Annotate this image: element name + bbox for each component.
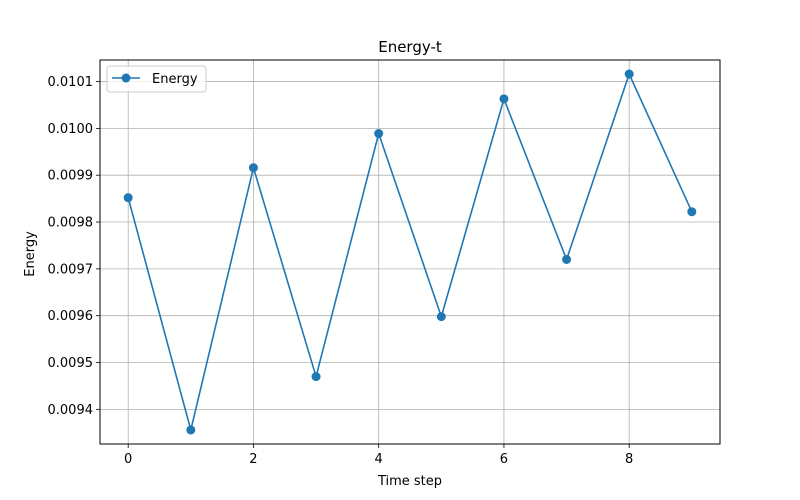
y-tick-label: 0.0100 xyxy=(48,122,94,137)
data-point xyxy=(311,372,321,382)
legend-label: Energy xyxy=(152,72,198,87)
x-tick-label: 4 xyxy=(375,452,383,467)
data-point xyxy=(562,254,572,264)
x-tick-label: 0 xyxy=(124,452,132,467)
y-tick-label: 0.0095 xyxy=(48,356,94,371)
data-point xyxy=(374,129,384,139)
data-point xyxy=(123,193,133,203)
chart-title: Energy-t xyxy=(378,38,442,56)
y-axis-label: Energy xyxy=(23,231,38,277)
ticks: 0 2 4 6 8 0.0094 0.0095 0.0096 0.0097 0.0098 0.009… xyxy=(48,75,634,467)
data-point xyxy=(186,425,196,435)
series-line-energy xyxy=(127,73,693,431)
y-tick-label: 0.0096 xyxy=(48,309,94,324)
x-tick-label: 6 xyxy=(500,452,508,467)
series-layer xyxy=(123,69,697,435)
legend-box xyxy=(106,65,207,93)
data-point xyxy=(499,94,509,104)
y-tick-label: 0.0094 xyxy=(48,403,94,418)
data-point xyxy=(687,207,697,217)
x-tick-label: 8 xyxy=(625,452,633,467)
plot-frame xyxy=(99,59,721,445)
data-point xyxy=(436,312,446,322)
data-point xyxy=(248,163,258,173)
x-axis-label: Time step xyxy=(377,474,442,489)
legend: Energy xyxy=(106,65,207,93)
grid xyxy=(100,60,720,444)
y-tick-label: 0.0098 xyxy=(48,216,94,231)
y-tick-label: 0.0101 xyxy=(48,75,94,90)
y-tick-label: 0.0097 xyxy=(48,262,94,277)
y-tick-label: 0.0099 xyxy=(48,169,94,184)
x-tick-label: 2 xyxy=(249,452,257,467)
legend-marker xyxy=(121,73,131,83)
data-point xyxy=(624,69,634,79)
